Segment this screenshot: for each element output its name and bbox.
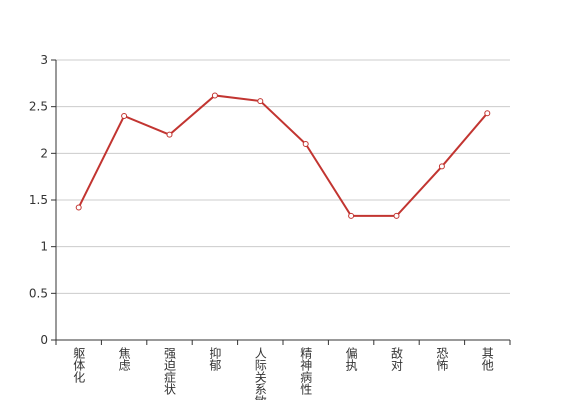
point <box>348 212 355 219</box>
y-tick-label: 1 <box>40 240 48 254</box>
y-tick-label: 1.5 <box>29 193 48 207</box>
x-tick-label: 敌对 <box>390 346 404 371</box>
x-tick-label: 躯体化 <box>72 346 86 384</box>
x-tick-label: 焦虑 <box>117 347 131 371</box>
x-tick-label: 精神病性 <box>299 347 313 396</box>
x-tick-label: 强迫症状 <box>163 347 177 395</box>
line <box>77 94 489 217</box>
point <box>438 163 445 170</box>
point <box>166 131 173 138</box>
y-tick-label: 2 <box>40 146 48 160</box>
point <box>211 92 218 99</box>
point <box>121 113 128 119</box>
y-tick-label: 3 <box>40 53 48 67</box>
x-tick-label: 其他 <box>480 347 494 371</box>
x-tick-label: 偏执 <box>344 346 358 372</box>
point <box>393 212 400 219</box>
point <box>75 204 82 211</box>
x-tick-label: 抑郁 <box>208 346 222 372</box>
point <box>484 110 491 117</box>
x-tick-label: 恐怖 <box>435 347 449 371</box>
y-tick-label: 0.5 <box>29 286 48 300</box>
y-tick-label: 2.5 <box>29 100 48 114</box>
y-tick-label: 0 <box>40 333 48 347</box>
point <box>257 98 264 105</box>
point <box>302 141 309 147</box>
x-tick-label: 人际关系敏感 <box>253 347 267 400</box>
